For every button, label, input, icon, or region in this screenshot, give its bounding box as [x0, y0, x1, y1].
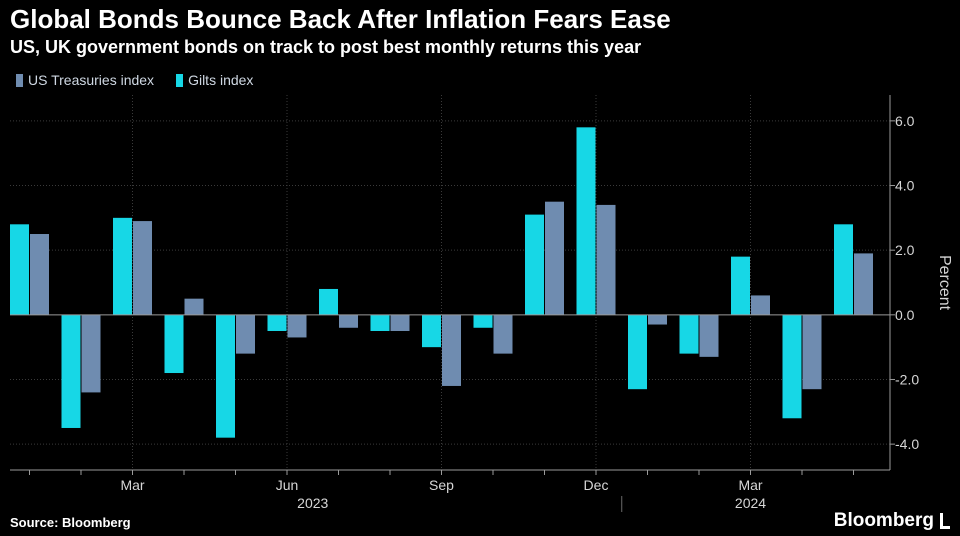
- bar-gilts: [267, 314, 287, 331]
- bar-gilts: [525, 214, 544, 315]
- bar-gilts: [113, 217, 132, 315]
- legend-label-us-treasuries: US Treasuries index: [28, 72, 155, 88]
- legend-swatch-gilts: [176, 73, 184, 87]
- bar-gilts: [216, 314, 235, 438]
- year-label: 2024: [735, 495, 766, 511]
- bar-gilts: [628, 314, 647, 390]
- legend-swatch-us-treasuries: [16, 73, 23, 87]
- bar-gilts: [679, 314, 699, 354]
- bar-us-treasuries: [545, 201, 564, 315]
- bar-gilts: [473, 314, 493, 328]
- bar-us-treasuries: [390, 314, 410, 331]
- bar-us-treasuries: [81, 314, 101, 393]
- bar-us-treasuries: [699, 314, 719, 357]
- bloomberg-logo: Bloomberg: [834, 510, 950, 532]
- bar-gilts: [422, 314, 441, 348]
- chart-title: Global Bonds Bounce Back After Inflation…: [10, 4, 671, 34]
- bar-us-treasuries: [133, 221, 152, 315]
- x-tick-label: Jun: [276, 477, 299, 493]
- year-label: 2023: [297, 495, 328, 511]
- bar-gilts: [782, 314, 802, 419]
- bar-us-treasuries: [339, 314, 358, 328]
- x-tick-label: Dec: [584, 477, 609, 493]
- x-tick-label: Mar: [738, 477, 762, 493]
- bar-gilts: [10, 224, 29, 315]
- chart-subtitle: US, UK government bonds on track to post…: [10, 37, 642, 57]
- legend-label-gilts: Gilts index: [188, 72, 254, 88]
- bar-us-treasuries: [648, 314, 667, 325]
- y-tick-label: 4.0: [895, 178, 915, 194]
- bar-us-treasuries: [184, 298, 204, 315]
- legend: US Treasuries index Gilts index: [16, 72, 253, 88]
- bar-gilts: [164, 314, 184, 374]
- bar-us-treasuries: [596, 204, 616, 315]
- bar-us-treasuries: [751, 295, 770, 315]
- bar-us-treasuries: [442, 314, 461, 386]
- source-note: Source: Bloomberg: [10, 515, 131, 530]
- y-tick-label: -2.0: [895, 371, 919, 387]
- bar-us-treasuries: [802, 314, 822, 390]
- bar-gilts: [834, 224, 853, 315]
- legend-item-us-treasuries: US Treasuries index: [16, 72, 154, 88]
- y-tick-label: 6.0: [895, 113, 915, 129]
- bar-gilts: [731, 256, 750, 315]
- bar-gilts: [61, 314, 81, 428]
- bar-us-treasuries: [30, 234, 49, 315]
- y-tick-label: 0.0: [895, 307, 915, 323]
- y-tick-label: 2.0: [895, 242, 915, 258]
- bar-us-treasuries: [854, 253, 873, 315]
- bar-us-treasuries: [236, 314, 255, 354]
- bar-gilts: [370, 314, 390, 331]
- legend-item-gilts: Gilts index: [176, 72, 253, 88]
- y-tick-label: -4.0: [895, 436, 919, 452]
- bar-gilts: [576, 127, 596, 315]
- y-axis-title: Percent: [936, 255, 953, 311]
- brand-wordmark: Bloomberg: [833, 510, 934, 531]
- terminal-icon: [940, 513, 950, 529]
- bar-gilts: [319, 288, 338, 315]
- x-tick-label: Mar: [120, 477, 144, 493]
- x-tick-label: Sep: [429, 477, 454, 493]
- bar-us-treasuries: [493, 314, 513, 354]
- bar-us-treasuries: [287, 314, 307, 338]
